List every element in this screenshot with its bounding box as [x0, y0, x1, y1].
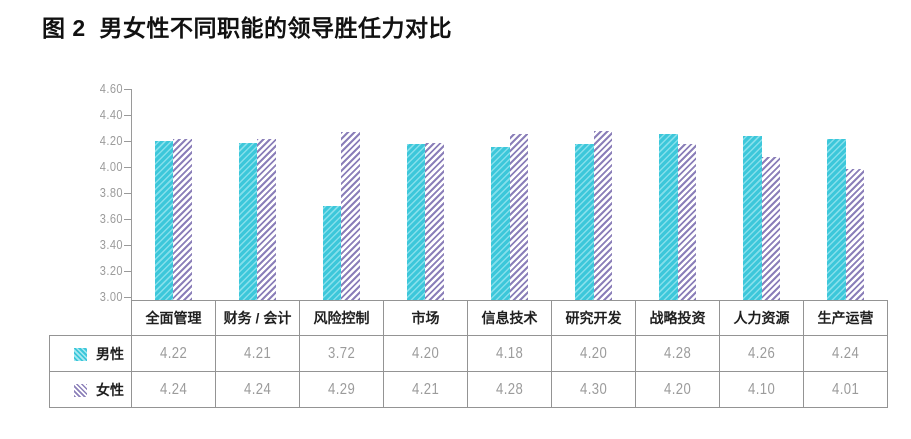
value-text: 4.21 [243, 344, 272, 362]
female-bar-2 [257, 138, 276, 300]
female-hatch-swatch-icon [74, 383, 87, 397]
y-axis-tick-mark [124, 297, 131, 298]
value-cell-female-4: 4.21 [383, 371, 468, 408]
y-axis-tick-mark [124, 245, 131, 246]
female-bar-9 [845, 168, 865, 300]
female-bar-1 [173, 138, 192, 300]
category-header-3: 风险控制 [299, 300, 384, 336]
value-text: 4.30 [579, 380, 608, 398]
value-text: 4.28 [663, 344, 692, 362]
value-cell-male-1: 4.22 [131, 335, 216, 372]
value-cell-female-7: 4.20 [635, 371, 720, 408]
value-text: 4.21 [411, 380, 440, 398]
male-bar-9 [827, 138, 846, 300]
value-cell-male-6: 4.20 [551, 335, 636, 372]
category-header-2: 财务 / 会计 [215, 300, 300, 336]
male-bar-8 [743, 136, 762, 300]
female-bar-4 [425, 142, 444, 300]
data-table: 全面管理 财务 / 会计 风险控制 市场 信息技术 研究开发 战略投资 人力资源 生产运营男性 4… [49, 300, 888, 408]
male-bar-6 [575, 144, 594, 300]
category-header-4: 市场 [383, 300, 468, 336]
value-text: 4.20 [663, 380, 692, 398]
category-header-8: 人力资源 [719, 300, 804, 336]
value-text: 4.24 [243, 380, 272, 398]
male-bar-7 [659, 133, 678, 300]
value-text: 4.01 [831, 380, 860, 398]
male-bar-2 [238, 142, 258, 300]
male-bar-4 [406, 144, 426, 300]
chart-title: 图 2 男女性不同职能的领导胜任力对比 [42, 15, 452, 41]
legend-label-male: 男性 [96, 345, 124, 362]
y-axis-tick-mark [124, 219, 131, 220]
y-axis-tick-label: 3.60 [99, 211, 123, 226]
value-cell-male-3: 3.72 [299, 335, 384, 372]
female-bar-7 [677, 144, 697, 300]
value-cell-female-3: 4.29 [299, 371, 384, 408]
value-text: 4.26 [747, 344, 776, 362]
value-text: 4.20 [579, 344, 608, 362]
male-bar-3 [322, 206, 342, 300]
male-bar-5 [491, 146, 510, 300]
female-bar-8 [761, 157, 781, 300]
table-corner-spacer [50, 301, 132, 336]
y-axis-line [131, 89, 132, 300]
value-text: 4.24 [831, 344, 860, 362]
value-cell-male-5: 4.18 [467, 335, 552, 372]
y-axis-tick-label: 3.40 [99, 237, 123, 252]
female-bar-5 [509, 133, 528, 300]
value-cell-female-2: 4.24 [215, 371, 300, 408]
value-cell-male-8: 4.26 [719, 335, 804, 372]
legend-cell-male: 男性 [49, 335, 132, 372]
value-cell-male-7: 4.28 [635, 335, 720, 372]
category-header-6: 研究开发 [551, 300, 636, 336]
y-axis-tick-mark [124, 115, 131, 116]
y-axis-tick-mark [124, 271, 131, 272]
legend-label-female: 女性 [96, 381, 124, 398]
female-bar-6 [593, 131, 613, 300]
value-text: 3.72 [327, 344, 356, 362]
value-cell-female-5: 4.28 [467, 371, 552, 408]
value-cell-female-8: 4.10 [719, 371, 804, 408]
female-bar-3 [341, 132, 360, 300]
y-axis-tick-mark [124, 193, 131, 194]
legend-cell-female: 女性 [49, 371, 132, 408]
category-header-7: 战略投资 [635, 300, 720, 336]
category-header-9: 生产运营 [803, 300, 888, 336]
y-axis-tick-mark [124, 167, 131, 168]
y-axis-tick-label: 4.60 [99, 81, 123, 96]
y-axis-tick-label: 3.80 [99, 185, 123, 200]
y-axis-tick-label: 4.00 [99, 159, 123, 174]
y-axis-tick-mark [124, 89, 131, 90]
value-cell-female-9: 4.01 [803, 371, 888, 408]
value-text: 4.20 [411, 344, 440, 362]
value-text: 4.29 [327, 380, 356, 398]
y-axis-tick-label: 4.40 [99, 107, 123, 122]
value-text: 4.18 [495, 344, 524, 362]
male-hatch-swatch-icon [74, 347, 87, 361]
category-header-5: 信息技术 [467, 300, 552, 336]
y-axis-tick-mark [124, 141, 131, 142]
value-cell-female-1: 4.24 [131, 371, 216, 408]
value-text: 4.22 [159, 344, 188, 362]
value-cell-male-4: 4.20 [383, 335, 468, 372]
value-text: 4.10 [747, 380, 776, 398]
value-text: 4.28 [495, 380, 524, 398]
value-text: 4.24 [159, 380, 188, 398]
y-axis-tick-label: 4.20 [99, 133, 123, 148]
value-cell-male-2: 4.21 [215, 335, 300, 372]
category-header-1: 全面管理 [131, 300, 216, 336]
male-bar-1 [154, 141, 174, 300]
y-axis-tick-label: 3.00 [99, 289, 123, 304]
value-cell-female-6: 4.30 [551, 371, 636, 408]
y-axis-tick-label: 3.20 [99, 263, 123, 278]
value-cell-male-9: 4.24 [803, 335, 888, 372]
